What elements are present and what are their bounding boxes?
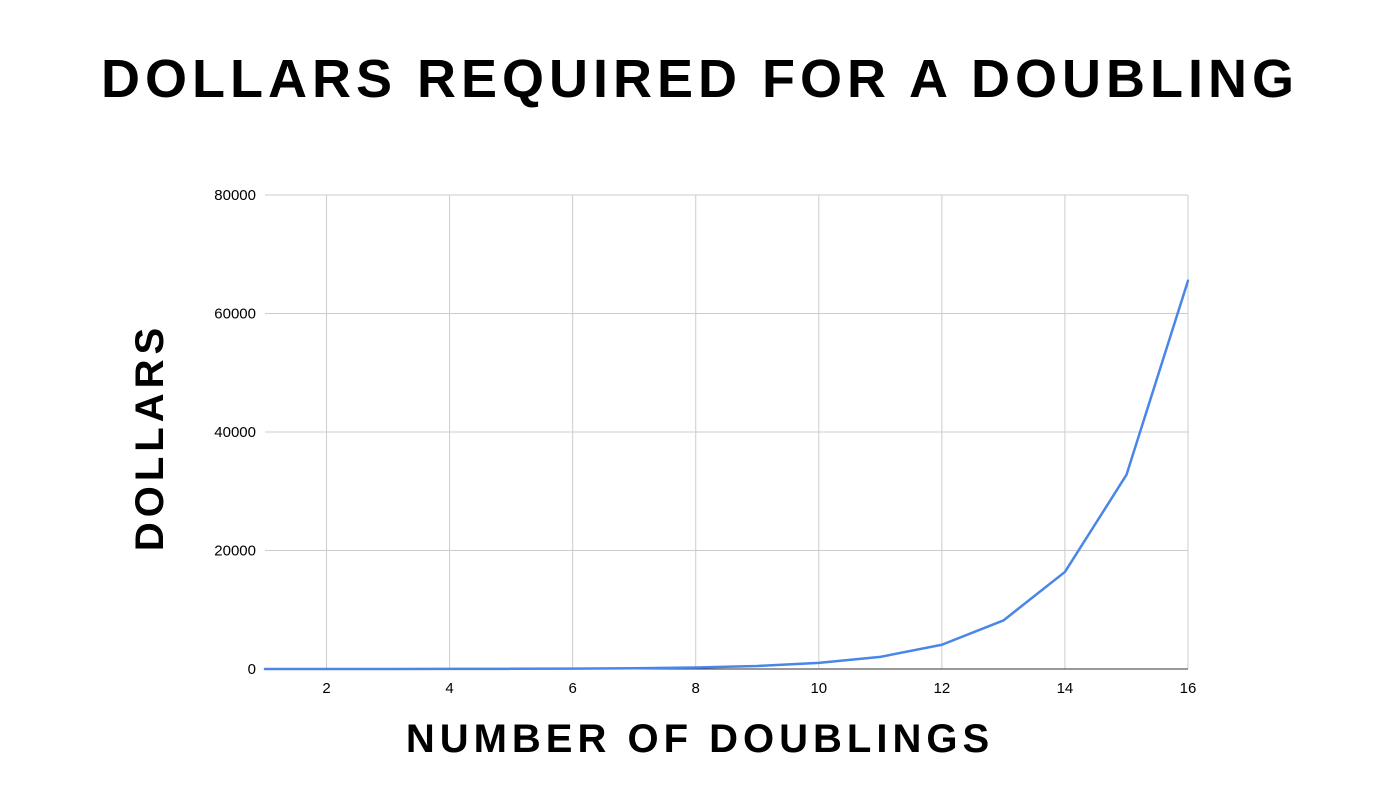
grid xyxy=(265,194,1189,669)
x-tick-label: 8 xyxy=(692,680,700,697)
x-tick-label: 10 xyxy=(810,680,827,697)
chart-title: DOLLARS REQUIRED FOR A DOUBLING xyxy=(101,49,1299,109)
x-tick-label: 12 xyxy=(934,680,951,697)
y-axis-ticks: 0 20000 40000 60000 80000 xyxy=(214,187,256,678)
y-tick-label: 0 xyxy=(248,661,256,678)
series xyxy=(263,279,1190,671)
x-tick-label: 6 xyxy=(568,680,576,697)
series-line xyxy=(263,279,1190,671)
y-tick-label: 20000 xyxy=(214,543,256,560)
y-tick-label: 60000 xyxy=(214,306,256,323)
x-tick-label: 4 xyxy=(445,680,453,697)
x-axis-ticks: 2 4 6 8 10 12 14 16 xyxy=(322,680,1196,697)
x-axis-label: NUMBER OF DOUBLINGS xyxy=(406,717,994,761)
y-axis-label: DOLLARS xyxy=(128,323,172,551)
x-tick-label: 2 xyxy=(322,680,330,697)
x-tick-label: 16 xyxy=(1180,680,1197,697)
x-tick-label: 14 xyxy=(1057,680,1074,697)
y-tick-label: 80000 xyxy=(214,187,256,204)
y-tick-label: 40000 xyxy=(214,424,256,441)
